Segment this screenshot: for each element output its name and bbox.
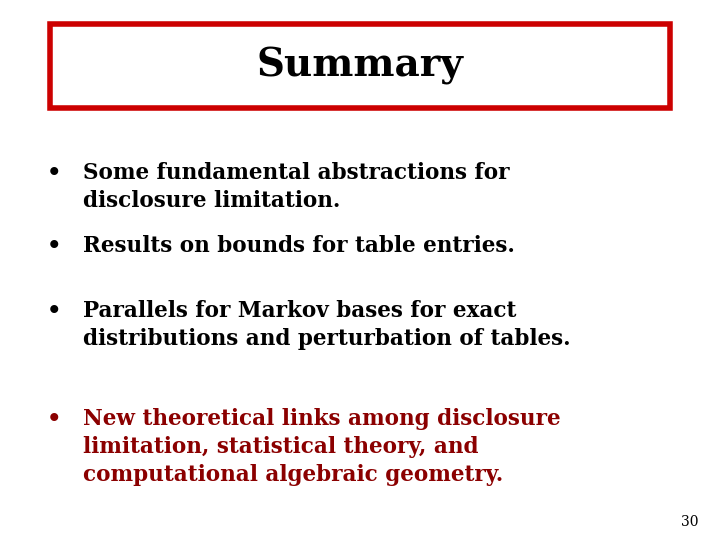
Text: 30: 30: [681, 515, 698, 529]
Text: Summary: Summary: [256, 47, 464, 85]
Text: New theoretical links among disclosure
limitation, statistical theory, and
compu: New theoretical links among disclosure l…: [83, 408, 560, 485]
Text: •: •: [47, 300, 61, 322]
Text: Parallels for Markov bases for exact
distributions and perturbation of tables.: Parallels for Markov bases for exact dis…: [83, 300, 570, 350]
Text: Some fundamental abstractions for
disclosure limitation.: Some fundamental abstractions for disclo…: [83, 162, 509, 212]
Text: •: •: [47, 235, 61, 257]
Text: Results on bounds for table entries.: Results on bounds for table entries.: [83, 235, 515, 257]
Text: •: •: [47, 408, 61, 430]
FancyBboxPatch shape: [50, 24, 670, 108]
Text: •: •: [47, 162, 61, 184]
